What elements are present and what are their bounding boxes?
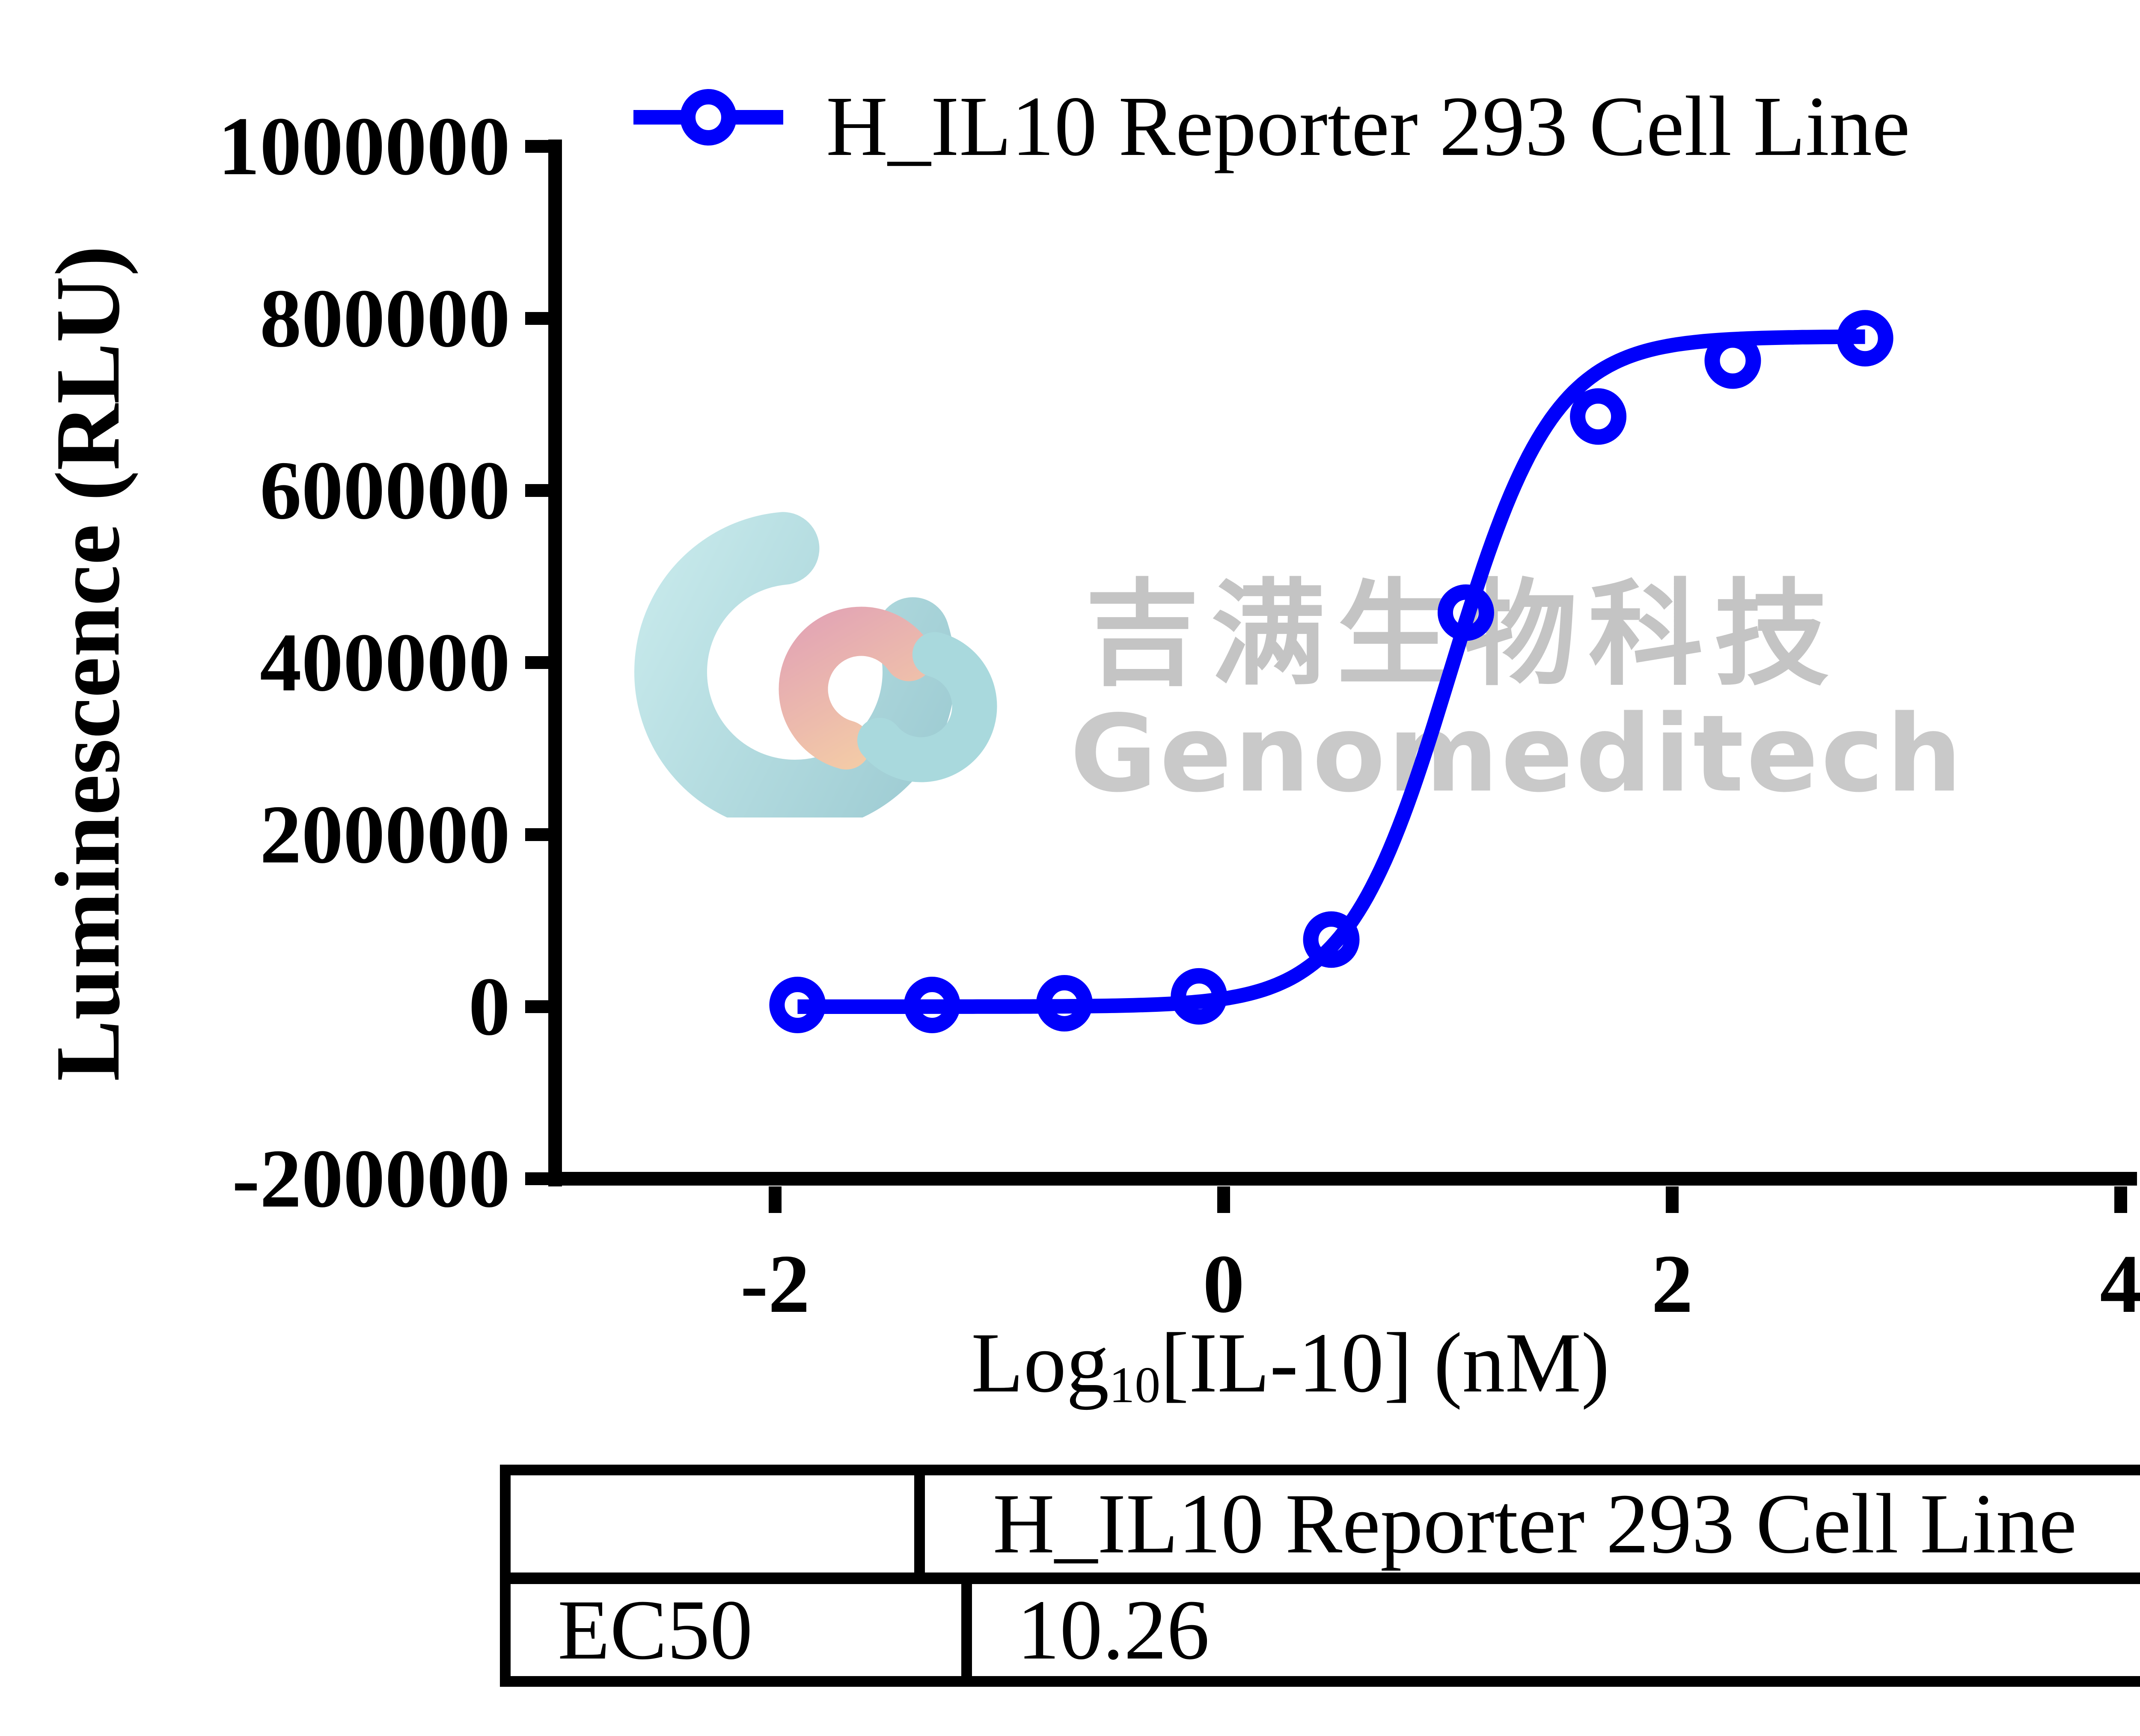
y-axis-spine (548, 140, 562, 1186)
x-tick-mark (1217, 1186, 1230, 1213)
y-tick-label: 200000 (260, 788, 510, 881)
data-point-marker (1171, 968, 1228, 1025)
ec50-results-table: H_IL10 Reporter 293 Cell Line EC50 10.26 (500, 1465, 2140, 1687)
data-point-marker (1570, 388, 1627, 445)
y-tick-mark (525, 140, 548, 153)
genomeditech-logo-icon (634, 511, 997, 817)
y-tick-mark (525, 1172, 548, 1185)
y-tick-mark (525, 1000, 548, 1013)
y-tick-label: 400000 (260, 616, 510, 709)
table-header-empty-cell (511, 1475, 925, 1573)
data-point-marker (1837, 310, 1893, 367)
data-point-markers (769, 310, 1893, 1033)
table-header-series-cell: H_IL10 Reporter 293 Cell Line (993, 1477, 2077, 1571)
y-axis-title: Luminescence (RLU) (36, 245, 139, 1082)
legend-series-label: H_IL10 Reporter 293 Cell Line (826, 79, 1910, 174)
data-point-marker (769, 976, 826, 1033)
data-point-marker (1036, 975, 1093, 1031)
x-axis-title: Log10[IL-10] (nM) (971, 1303, 1610, 1423)
y-tick-mark (525, 484, 548, 497)
y-tick-label: 800000 (260, 272, 510, 365)
x-tick-label: -2 (740, 1238, 810, 1330)
x-axis-title-pre: Log (971, 1316, 1109, 1410)
y-tick-label: 600000 (260, 444, 510, 537)
data-point-marker (904, 976, 960, 1033)
table-header-row: H_IL10 Reporter 293 Cell Line (511, 1475, 2140, 1584)
ec50-value-cell: 10.26 (1017, 1584, 1210, 1676)
x-axis-spine (548, 1172, 2137, 1186)
y-tick-mark (525, 656, 548, 669)
x-tick-mark (2114, 1186, 2127, 1213)
x-tick-label: 2 (1651, 1238, 1693, 1330)
y-tick-mark (525, 312, 548, 325)
data-point-marker (1704, 332, 1761, 389)
data-point-marker (1437, 584, 1494, 641)
x-axis-title-subscript: 10 (1109, 1356, 1161, 1413)
x-tick-label: 4 (2100, 1238, 2140, 1330)
y-tick-mark (525, 828, 548, 841)
x-tick-mark (769, 1186, 782, 1213)
x-axis-title-post: [IL-10] (nM) (1160, 1316, 1610, 1410)
y-tick-label: -200000 (232, 1133, 510, 1225)
data-point-marker (1303, 911, 1360, 968)
y-tick-label: 0 (468, 960, 511, 1053)
legend-series-symbol (633, 89, 783, 146)
watermark-english-text: Genomeditech (1070, 693, 1965, 816)
ec50-label-cell: EC50 (511, 1584, 972, 1676)
x-tick-label: 0 (1203, 1238, 1245, 1330)
legend-circle-marker-icon (680, 89, 737, 146)
x-tick-mark (1666, 1186, 1679, 1213)
dose-response-curve (797, 329, 1865, 1014)
y-tick-label: 1000000 (218, 100, 511, 193)
table-row: EC50 10.26 (511, 1584, 2140, 1676)
